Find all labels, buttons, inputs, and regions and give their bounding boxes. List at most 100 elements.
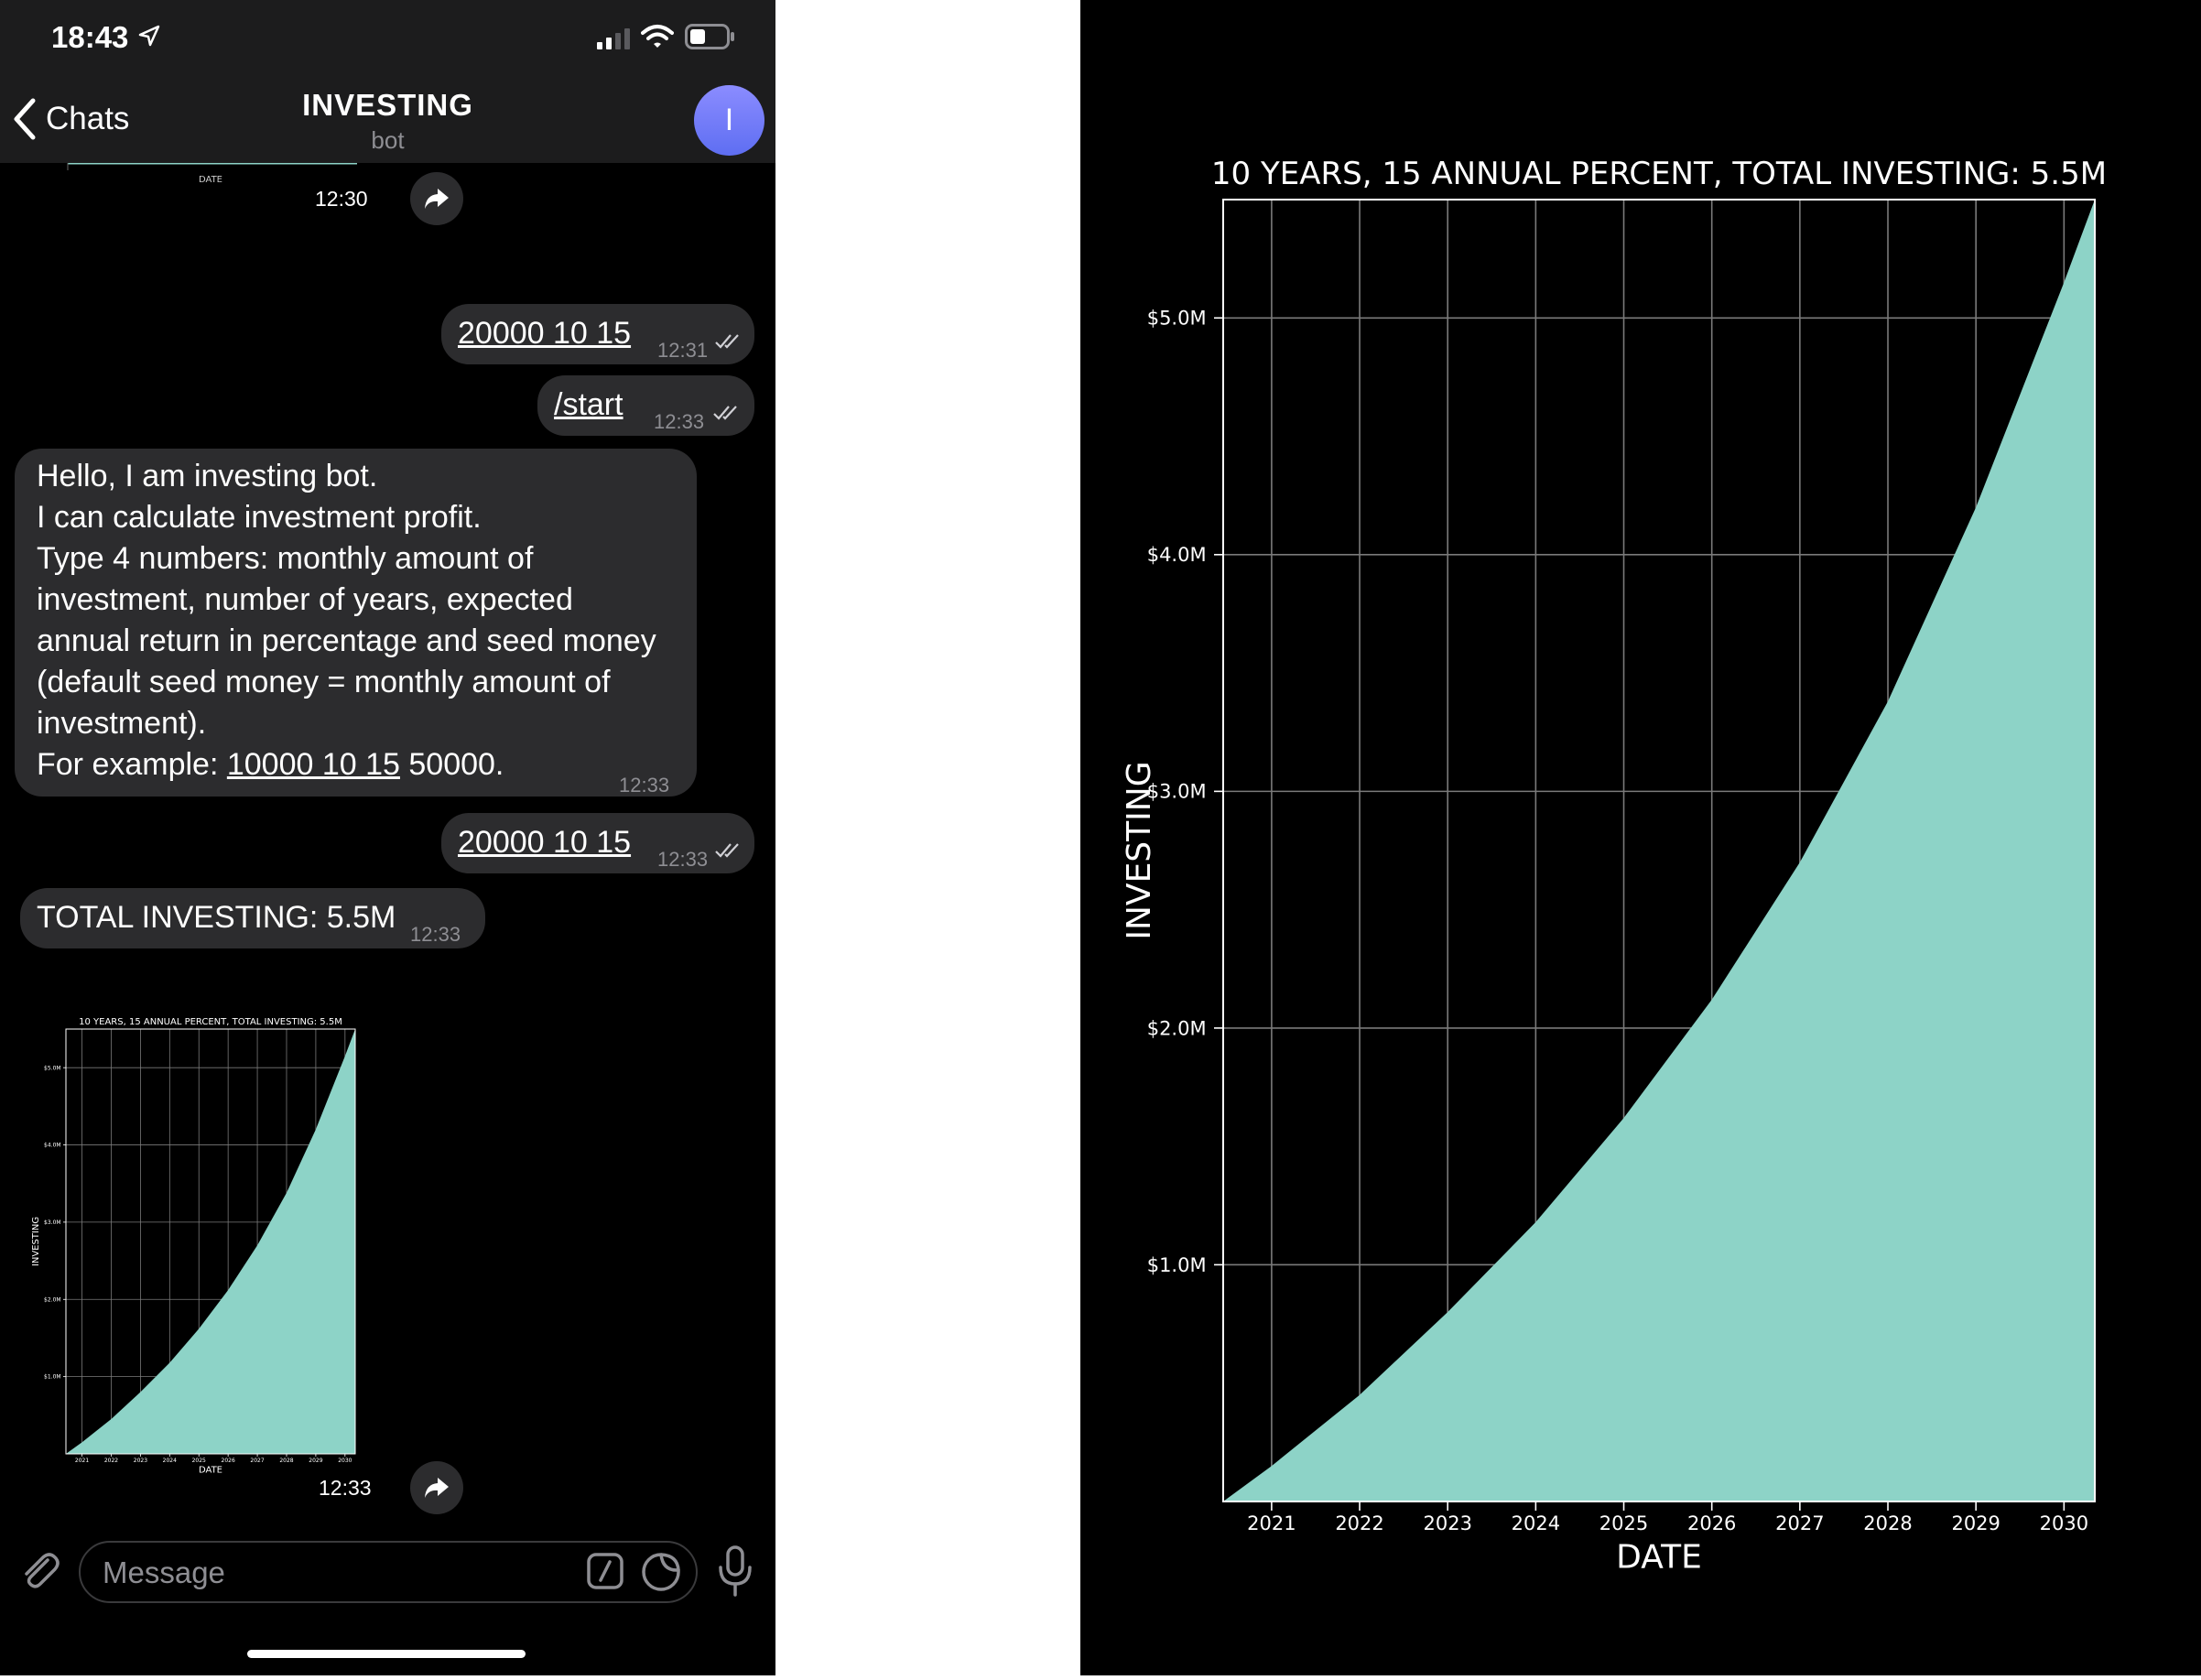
- x-axis-label: DATE: [199, 1466, 222, 1476]
- x-tick-label: 2025: [192, 1458, 206, 1464]
- incoming-message[interactable]: Hello, I am investing bot. I can calcula…: [15, 449, 697, 797]
- example-link[interactable]: 10000 10 15: [226, 747, 400, 782]
- avatar[interactable]: I: [694, 85, 764, 156]
- avatar-letter: I: [724, 103, 734, 137]
- back-button[interactable]: Chats: [11, 92, 129, 146]
- y-tick-label: $3.0M: [1147, 781, 1207, 803]
- chart-title: 10 YEARS, 15 ANNUAL PERCENT, TOTAL INVES…: [1211, 156, 2107, 192]
- outgoing-message[interactable]: 20000 10 15 12:31: [441, 304, 754, 364]
- message-time: 12:33: [619, 774, 670, 797]
- x-tick-label: 2030: [338, 1458, 352, 1464]
- message-time: 12:33: [410, 923, 461, 946]
- share-icon: [425, 1478, 449, 1498]
- x-tick-label: 2030: [2040, 1512, 2088, 1534]
- previous-chart-image[interactable]: DATE: [64, 161, 357, 190]
- x-tick-label: 2023: [1423, 1512, 1471, 1534]
- read-checkmark-icon: [713, 406, 737, 420]
- previous-chart-fragment: DATE: [67, 161, 357, 185]
- x-tick-label: 2029: [309, 1458, 322, 1464]
- message-time: 12:31: [657, 339, 709, 362]
- plot-frame: [1222, 199, 2096, 1502]
- command-icon[interactable]: [586, 1552, 624, 1590]
- back-chevron-icon: [14, 98, 36, 140]
- x-tick-label: 2028: [1863, 1512, 1912, 1534]
- message-time: 12:33: [654, 410, 705, 433]
- chat-header: [0, 73, 775, 163]
- help-line: Type 4 numbers: monthly amount of: [37, 541, 534, 576]
- status-time: 18:43: [51, 20, 129, 54]
- y-axis-label: INVESTING: [1121, 761, 1158, 939]
- x-tick-label: 2026: [222, 1458, 235, 1464]
- message-time: 12:33: [657, 848, 709, 871]
- x-tick-label: 2027: [250, 1458, 264, 1464]
- home-indicator: [247, 1650, 526, 1658]
- example-prefix: For example:: [37, 747, 227, 782]
- chart-thumbnail: 2021 2022 2023 2024 2025 2026 2027 2028 2029 2030…: [31, 1017, 356, 1476]
- sticker-icon[interactable]: [641, 1552, 681, 1592]
- help-line: I can calculate investment profit.: [37, 500, 482, 535]
- message-input[interactable]: Message: [79, 1541, 698, 1603]
- location-arrow-icon: [138, 25, 160, 47]
- battery-icon: [685, 24, 734, 49]
- example-suffix: 50000.: [399, 747, 504, 782]
- help-line: annual return in percentage and seed mon…: [37, 623, 656, 658]
- message-text[interactable]: /start: [554, 387, 623, 422]
- x-tick-label: 2021: [1247, 1512, 1296, 1534]
- outgoing-message[interactable]: 20000 10 15 12:33: [441, 813, 754, 873]
- investing-area: [1223, 200, 2095, 1501]
- x-tick-label: 2026: [1687, 1512, 1736, 1534]
- x-tick-label: 2022: [104, 1458, 118, 1464]
- x-tick-label: 2021: [75, 1458, 89, 1464]
- chat-title[interactable]: INVESTING: [302, 88, 473, 122]
- x-tick-label: 2022: [1335, 1512, 1383, 1534]
- x-tick-label: 2028: [279, 1458, 293, 1464]
- y-tick-label: $1.0M: [44, 1374, 61, 1381]
- y-tick-label: $5.0M: [1147, 308, 1207, 330]
- share-button[interactable]: [410, 172, 463, 225]
- message-text[interactable]: 20000 10 15: [458, 316, 632, 351]
- message-placeholder: Message: [103, 1555, 225, 1589]
- read-checkmark-icon: [715, 334, 739, 349]
- plot-frame: [65, 1028, 356, 1455]
- help-line: (default seed money = monthly amount of: [37, 665, 611, 699]
- x-axis-label: DATE: [1616, 1538, 1702, 1576]
- attach-icon[interactable]: [16, 1547, 60, 1591]
- y-tick-label: $2.0M: [1147, 1017, 1207, 1039]
- investing-area: [66, 1029, 355, 1454]
- message-text[interactable]: 20000 10 15: [458, 825, 632, 860]
- read-checkmark-icon: [715, 843, 739, 858]
- y-axis-label: INVESTING: [31, 1217, 41, 1266]
- message-text: TOTAL INVESTING: 5.5M: [37, 900, 396, 935]
- status-bar: 18:43: [0, 0, 775, 73]
- y-tick-label: $3.0M: [44, 1219, 61, 1226]
- y-tick-label: $1.0M: [1147, 1254, 1207, 1276]
- chat-subtitle: bot: [371, 126, 405, 154]
- x-tick-label: 2027: [1775, 1512, 1824, 1534]
- help-line: investment).: [37, 706, 207, 741]
- help-line: Hello, I am investing bot.: [37, 459, 378, 493]
- x-tick-label: 2025: [1599, 1512, 1648, 1534]
- x-tick-label: 2023: [134, 1458, 147, 1464]
- y-tick-label: $2.0M: [44, 1296, 61, 1303]
- chart-image-message[interactable]: 2021 2022 2023 2024 2025 2026 2027 2028 2029 2030…: [20, 998, 368, 1483]
- mic-icon[interactable]: [717, 1545, 754, 1597]
- telegram-chat-screen: 18:43 Chats INVESTING bot I: [0, 0, 775, 1675]
- message-time: 12:33: [319, 1476, 372, 1500]
- y-tick-label: $4.0M: [44, 1143, 61, 1149]
- share-icon: [425, 189, 449, 209]
- wifi-icon: [641, 25, 674, 48]
- y-tick-label: $4.0M: [1147, 544, 1207, 566]
- message-time: 12:30: [315, 187, 368, 211]
- x-tick-label: 2024: [1512, 1512, 1560, 1534]
- help-text: Hello, I am investing bot. I can calcula…: [37, 456, 656, 786]
- incoming-message[interactable]: TOTAL INVESTING: 5.5M 12:33: [20, 888, 485, 948]
- share-button[interactable]: [410, 1461, 463, 1514]
- signal-icon: [597, 28, 630, 49]
- chart-panel: 2021 2022 2023 2024 2025 2026 2027 2028 2029 2030…: [1080, 0, 2201, 1675]
- help-line: investment, number of years, expected: [37, 582, 573, 617]
- x-tick-label: 2024: [163, 1458, 177, 1464]
- x-tick-label: 2029: [1951, 1512, 2000, 1534]
- outgoing-message[interactable]: /start 12:33: [537, 375, 754, 436]
- back-label: Chats: [46, 101, 130, 136]
- chart-title: 10 YEARS, 15 ANNUAL PERCENT, TOTAL INVES…: [79, 1017, 342, 1027]
